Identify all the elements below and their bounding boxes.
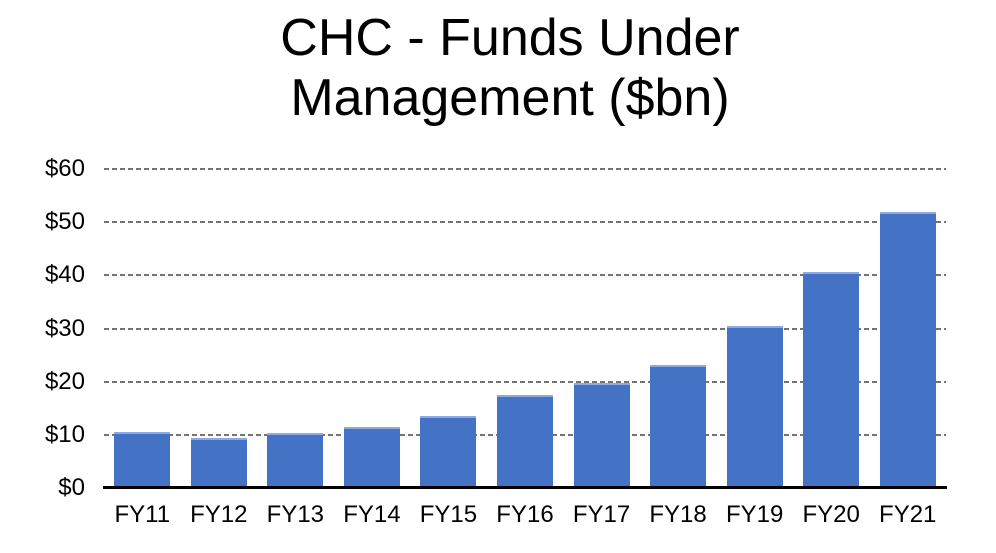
bar-FY21 bbox=[879, 212, 936, 488]
gridline-60 bbox=[104, 168, 946, 170]
gridline-40 bbox=[104, 274, 946, 277]
x-tick-label-FY17: FY17 bbox=[572, 501, 631, 528]
x-tick-label-FY18: FY18 bbox=[649, 501, 707, 528]
chart-title-line-2: Management ($bn) bbox=[290, 69, 730, 127]
y-tick-label-0: $0 bbox=[58, 474, 85, 501]
bar-FY20 bbox=[803, 272, 860, 488]
x-tick-label-FY12: FY12 bbox=[190, 501, 248, 528]
bar-FY18 bbox=[650, 365, 707, 488]
x-tick-label-FY14: FY14 bbox=[343, 501, 401, 528]
gridline-30 bbox=[104, 327, 946, 330]
chart-title: CHC - Funds Under Management ($bn) bbox=[30, 8, 990, 128]
x-tick-label-FY20: FY20 bbox=[802, 501, 860, 528]
y-tick-label-30: $30 bbox=[44, 314, 85, 342]
bar-FY17 bbox=[573, 383, 630, 488]
x-tick-label-FY15: FY15 bbox=[419, 501, 478, 528]
bar-FY16 bbox=[497, 395, 553, 488]
plot-area bbox=[104, 168, 946, 488]
x-tick-label-FY13: FY13 bbox=[266, 501, 325, 528]
bar-FY11 bbox=[114, 432, 171, 488]
x-tick-label-FY21: FY21 bbox=[879, 501, 937, 528]
y-tick-label-20: $20 bbox=[44, 367, 85, 395]
bar-FY15 bbox=[420, 416, 477, 488]
x-tick-label-FY19: FY19 bbox=[725, 501, 784, 528]
x-axis-line bbox=[103, 486, 947, 489]
chart-title-line-1: CHC - Funds Under bbox=[280, 9, 740, 67]
bar-FY13 bbox=[267, 433, 324, 488]
bar-FY19 bbox=[726, 326, 783, 488]
bar-FY12 bbox=[190, 438, 247, 488]
x-tick-label-FY11: FY11 bbox=[114, 501, 171, 528]
x-tick-label-FY16: FY16 bbox=[496, 501, 554, 528]
y-tick-label-40: $40 bbox=[44, 261, 85, 289]
gridline-50 bbox=[104, 221, 946, 224]
y-tick-label-10: $10 bbox=[44, 420, 85, 448]
y-tick-label-60: $60 bbox=[44, 155, 85, 182]
bar-FY14 bbox=[343, 427, 400, 488]
y-tick-label-50: $50 bbox=[44, 208, 85, 236]
gridline-20 bbox=[104, 380, 946, 383]
